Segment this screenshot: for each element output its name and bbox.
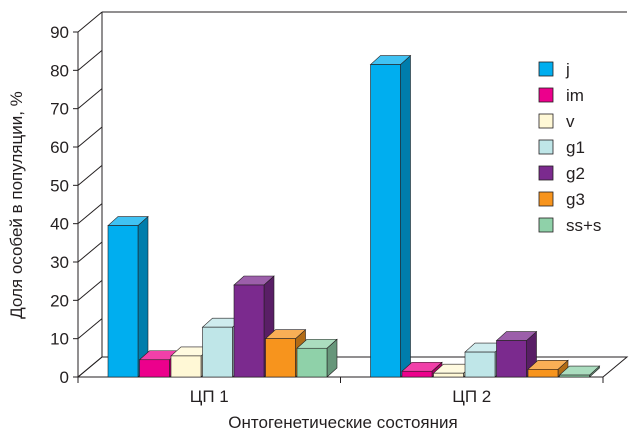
x-axis: ЦП 1 ЦП 2 [77,377,604,406]
legend-swatch [538,87,554,103]
y-tick-depth [77,49,103,71]
legend-label: g1 [566,138,585,157]
y-tick-depth [77,11,103,33]
bar-g3-2 [527,359,569,378]
legend-label: j [565,60,570,79]
y-tick-label: 40 [50,215,69,234]
legend-swatch [538,61,554,77]
y-tick-depth [77,356,103,378]
y-axis-label: Доля особей в популяции, % [7,91,26,319]
legend-swatch [538,113,554,129]
y-tick-label: 80 [50,61,69,80]
legend-label: ss+s [566,216,601,235]
bar-ss-s-2 [558,365,601,378]
y-tick-depth [77,279,103,301]
y-tick-label: 70 [50,100,69,119]
y-tick-depth [77,126,103,148]
y-tick-depth [77,203,103,225]
legend-swatch [538,217,554,233]
bar-ss-s-1 [296,338,338,378]
legend-label: im [566,86,584,105]
legend-swatch [538,191,554,207]
y-tick-label: 50 [50,176,69,195]
x-tick-label: ЦП 2 [452,387,491,406]
bar-im-2 [401,361,443,378]
legend: j im v g1 g2 g3 ss+s [538,60,601,235]
y-tick-depth [77,164,103,186]
bar-g2-2 [495,330,538,378]
y-axis: 0 10 20 30 40 50 60 70 80 90 [50,11,103,387]
bar-j-1 [107,215,149,378]
y-tick-label: 30 [50,253,69,272]
y-tick-depth [77,241,103,263]
bars [107,54,601,378]
legend-swatch [538,165,554,181]
x-axis-label: Онтогенетические состояния [228,413,457,432]
legend-label: g2 [566,164,585,183]
x-tick-label: ЦП 1 [190,387,229,406]
legend-label: v [566,112,575,131]
y-tick-label: 60 [50,138,69,157]
y-tick-label: 0 [60,368,69,387]
legend-label: g3 [566,190,585,209]
y-tick-depth [77,318,103,340]
legend-swatch [538,139,554,155]
y-tick-label: 90 [50,23,69,42]
bar-j-2 [369,54,412,378]
y-tick-depth [77,88,103,110]
y-tick-label: 10 [50,330,69,349]
y-tick-label: 20 [50,291,69,310]
